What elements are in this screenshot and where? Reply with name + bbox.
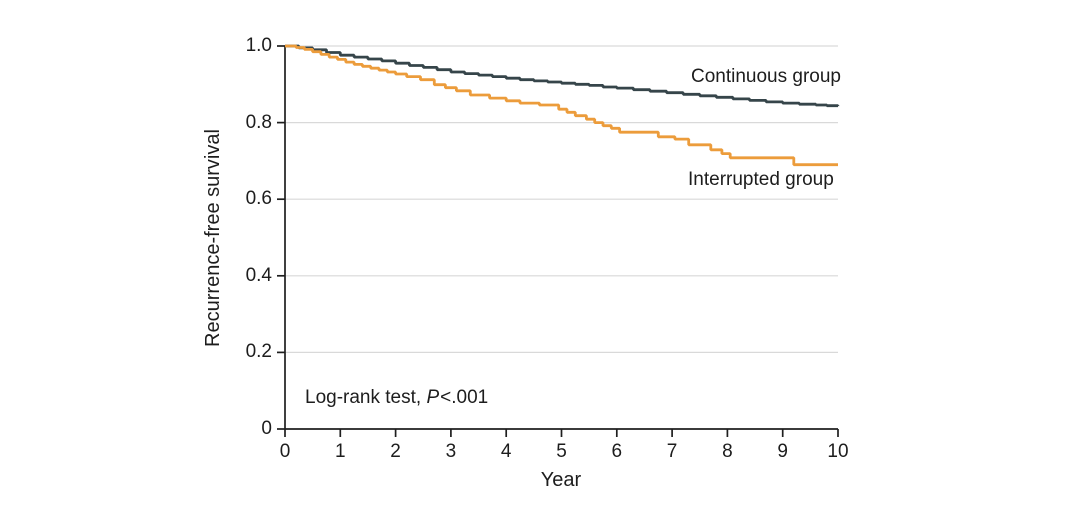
log-rank-annotation: Log-rank test, P<.001 (305, 387, 488, 409)
series-label-interrupted-group: Interrupted group (688, 169, 834, 190)
y-tick-label-0.8: 0.8 (245, 111, 272, 133)
x-tick-label-7: 7 (666, 441, 678, 462)
x-tick-label-8: 8 (722, 441, 733, 462)
series-label-continuous-group: Continuous group (691, 66, 841, 87)
x-tick-label-6: 6 (611, 441, 623, 462)
y-tick-label-0: 0 (261, 418, 272, 439)
x-tick-label-2: 2 (390, 441, 401, 462)
log-rank-annotation-prefix: Log-rank test, (305, 387, 427, 408)
x-tick-label-5: 5 (556, 441, 567, 462)
x-tick-label-3: 3 (445, 441, 457, 462)
x-axis-title: Year (540, 469, 582, 491)
y-tick-label-1.0: 1.0 (245, 35, 272, 56)
log-rank-p-value: <.001 (440, 387, 489, 408)
y-tick-label-0.2: 0.2 (245, 341, 272, 363)
x-tick-label-10: 10 (827, 441, 849, 462)
log-rank-p-symbol: P (426, 387, 440, 408)
x-tick-label-0: 0 (279, 441, 291, 462)
y-tick-label-0.4: 0.4 (245, 264, 272, 286)
x-tick-label-1: 1 (335, 441, 346, 462)
y-tick-label-0.6: 0.6 (245, 188, 272, 210)
x-tick-label-9: 9 (777, 441, 788, 462)
continuous-group-curve (285, 44, 840, 108)
x-tick-label-4: 4 (500, 441, 512, 462)
interrupted-group-curve (285, 44, 838, 167)
